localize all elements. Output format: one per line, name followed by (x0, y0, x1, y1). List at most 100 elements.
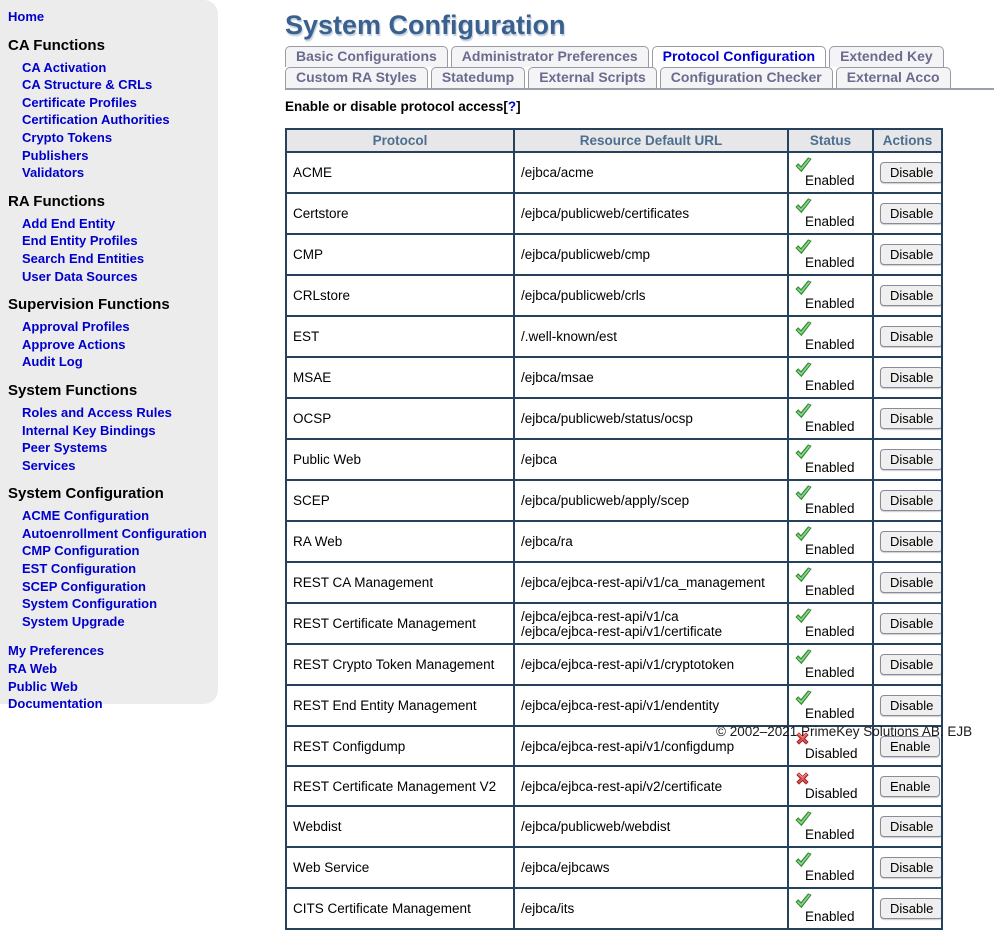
disable-button[interactable]: Disable (880, 203, 944, 224)
sidebar-item-my-preferences[interactable]: My Preferences (8, 643, 105, 659)
sidebar-item-acme-configuration[interactable]: ACME Configuration (22, 508, 150, 524)
sidebar-item-approval-profiles[interactable]: Approval Profiles (22, 319, 130, 335)
sidebar-item-autoenrollment-configuration[interactable]: Autoenrollment Configuration (22, 525, 207, 541)
disable-button[interactable]: Disable (880, 367, 944, 388)
table-row: REST End Entity Management/ejbca/ejbca-r… (285, 684, 944, 727)
protocol-cell: SCEP (285, 479, 515, 522)
disable-button[interactable]: Disable (880, 816, 944, 837)
disable-button[interactable]: Disable (880, 898, 944, 919)
actions-cell: Disable (872, 151, 944, 194)
tab-protocol-configuration[interactable]: Protocol Configuration (651, 46, 827, 67)
protocol-cell: REST Certificate Management (285, 602, 515, 645)
tab-row: Custom RA Styles Statedump External Script… (285, 67, 994, 88)
tab-external-acco[interactable]: External Acco (835, 67, 951, 88)
sidebar-item-user-data-sources[interactable]: User Data Sources (22, 268, 138, 284)
protocol-cell: Certstore (285, 192, 515, 235)
enabled-check-icon (795, 526, 812, 542)
disable-button[interactable]: Disable (880, 857, 944, 878)
url-cell: /ejbca/its (513, 887, 789, 930)
sidebar-item-end-entity-profiles[interactable]: End Entity Profiles (22, 233, 138, 249)
section-heading-text: Enable or disable protocol access (285, 99, 504, 114)
disable-button[interactable]: Disable (880, 162, 944, 183)
status-text: Enabled (805, 501, 855, 516)
tab-bar: Basic Configurations Administrator Prefer… (285, 46, 994, 90)
sidebar-item-services[interactable]: Services (22, 457, 76, 473)
url-cell: /ejbca/ejbca-rest-api/v1/ca/ejbca/ejbca-… (513, 602, 789, 645)
sidebar-item-internal-key-bindings[interactable]: Internal Key Bindings (22, 422, 156, 438)
sidebar-item-crypto-tokens[interactable]: Crypto Tokens (22, 129, 113, 145)
sidebar-item-system-upgrade[interactable]: System Upgrade (22, 613, 125, 629)
protocol-cell: REST End Entity Management (285, 684, 515, 727)
table-row: CRLstore/ejbca/publicweb/crls Enabled Disa… (285, 274, 944, 317)
sidebar-item-public-web[interactable]: Public Web (8, 678, 78, 694)
disable-button[interactable]: Disable (880, 695, 944, 716)
url-line: /ejbca/publicweb/webdist (521, 819, 671, 834)
url-cell: /ejbca/ejbca-rest-api/v2/certificate (513, 765, 789, 807)
disable-button[interactable]: Disable (880, 408, 944, 429)
actions-cell: Disable (872, 887, 944, 930)
url-cell: /ejbca/ejbca-rest-api/v1/ca_management (513, 561, 789, 604)
enabled-check-icon (795, 485, 812, 501)
tab-extended-key[interactable]: Extended Key (829, 46, 944, 67)
help-link[interactable]: ? (507, 99, 517, 114)
tab-basic-configurations[interactable]: Basic Configurations (285, 46, 448, 67)
status-text: Enabled (805, 542, 855, 557)
copyright-footer: © 2002–2021 PrimeKey Solutions AB. EJB (716, 724, 973, 739)
page-title: System Configuration (285, 10, 566, 40)
tab-configuration-checker[interactable]: Configuration Checker (659, 67, 833, 88)
sidebar-item-documentation[interactable]: Documentation (8, 696, 103, 712)
enabled-check-icon (795, 893, 812, 909)
sidebar-item-peer-systems[interactable]: Peer Systems (22, 440, 108, 456)
disable-button[interactable]: Disable (880, 285, 944, 306)
disable-button[interactable]: Disable (880, 490, 944, 511)
actions-cell: Disable (872, 520, 944, 563)
tab-custom-ra-styles[interactable]: Custom RA Styles (285, 67, 428, 88)
sidebar-item-scep-configuration[interactable]: SCEP Configuration (22, 578, 146, 594)
sidebar-item-certification-authorities[interactable]: Certification Authorities (22, 112, 170, 128)
protocol-table: Protocol Resource Default URL Status Action… (285, 128, 944, 930)
status-cell: Enabled (787, 397, 874, 440)
sidebar-item-validators[interactable]: Validators (22, 165, 85, 181)
enable-button[interactable]: Enable (880, 735, 941, 757)
disable-button[interactable]: Disable (880, 244, 944, 265)
disable-button[interactable]: Disable (880, 449, 944, 470)
sidebar-item-publishers[interactable]: Publishers (22, 147, 89, 163)
column-header-protocol: Protocol (285, 128, 515, 153)
column-header-status: Status (787, 128, 874, 153)
table-row: CITS Certificate Management/ejbca/its Ena… (285, 887, 944, 930)
actions-cell: Disable (872, 233, 944, 276)
status-cell: Enabled (787, 887, 874, 930)
enabled-check-icon (795, 362, 812, 378)
disable-button[interactable]: Disable (880, 654, 944, 675)
sidebar-item-add-end-entity[interactable]: Add End Entity (22, 215, 116, 231)
column-header-actions: Actions (872, 128, 943, 153)
sidebar-item-ca-activation[interactable]: CA Activation (22, 59, 107, 75)
url-line: /ejbca/msae (521, 370, 594, 385)
sidebar-item-roles-and-access-rules[interactable]: Roles and Access Rules (22, 404, 172, 420)
sidebar-item-certificate-profiles[interactable]: Certificate Profiles (22, 94, 137, 110)
actions-cell: Disable (872, 561, 944, 604)
status-text: Disabled (805, 786, 858, 801)
sidebar-item-audit-log[interactable]: Audit Log (22, 354, 83, 370)
sidebar-item-approve-actions[interactable]: Approve Actions (22, 336, 126, 352)
url-cell: /.well-known/est (513, 315, 789, 358)
url-line: /ejbca/ra (521, 534, 573, 549)
disable-button[interactable]: Disable (880, 613, 944, 634)
sidebar-item-est-configuration[interactable]: EST Configuration (22, 561, 137, 577)
sidebar-item-search-end-entities[interactable]: Search End Entities (22, 250, 145, 266)
enabled-check-icon (795, 608, 812, 624)
tab-statedump[interactable]: Statedump (430, 67, 526, 88)
disable-button[interactable]: Disable (880, 531, 944, 552)
sidebar-item-home[interactable]: Home (8, 9, 45, 24)
sidebar-item-cmp-configuration[interactable]: CMP Configuration (22, 543, 140, 559)
disable-button[interactable]: Disable (880, 326, 944, 347)
disable-button[interactable]: Disable (880, 572, 944, 593)
tab-external-scripts[interactable]: External Scripts (528, 67, 657, 88)
tab-administrator-preferences[interactable]: Administrator Preferences (450, 46, 649, 67)
protocol-cell: REST Configdump (285, 725, 515, 767)
sidebar-item-ra-web[interactable]: RA Web (8, 661, 58, 677)
sidebar-item-ca-structure-crls[interactable]: CA Structure & CRLs (22, 77, 153, 93)
sidebar-item-system-configuration[interactable]: System Configuration (22, 596, 158, 612)
status-text: Enabled (805, 337, 855, 352)
enable-button[interactable]: Enable (880, 775, 941, 797)
